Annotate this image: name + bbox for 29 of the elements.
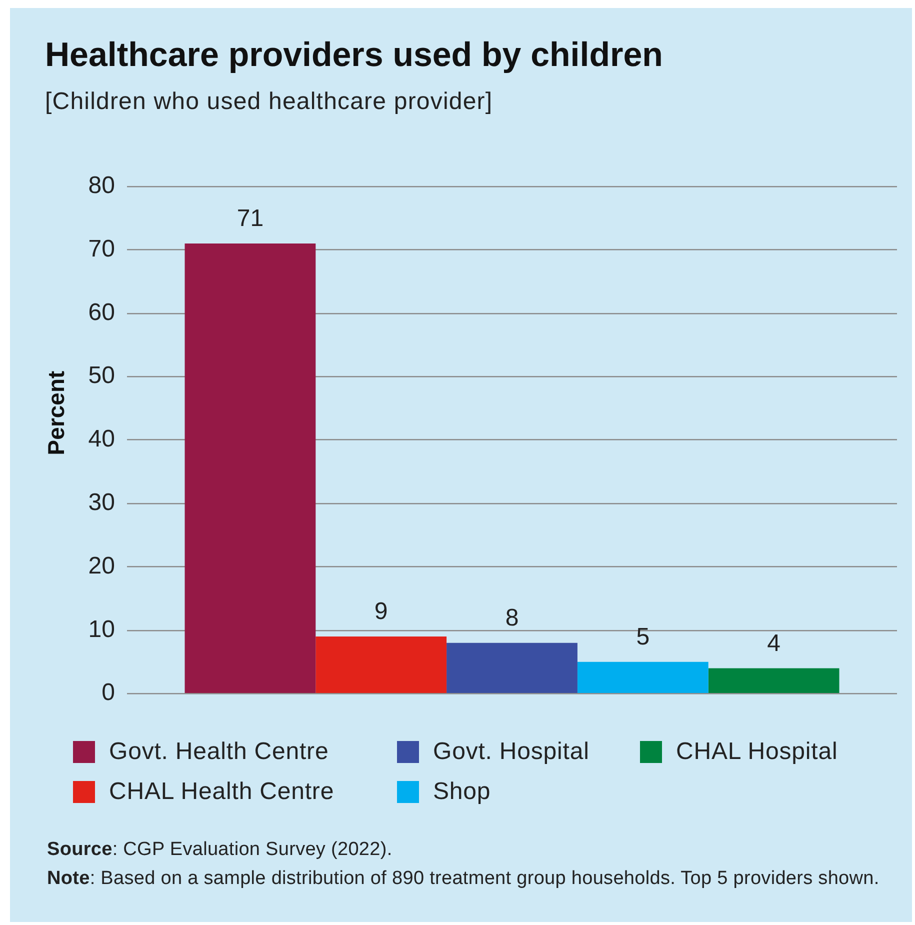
legend-label: CHAL Hospital <box>676 738 838 766</box>
chart-subtitle: [Children who used healthcare provider] <box>45 88 493 116</box>
y-tick-label: 20 <box>88 552 115 580</box>
y-tick-label: 40 <box>88 426 115 453</box>
legend-label: Govt. Health Centre <box>109 738 329 766</box>
bar <box>577 662 708 693</box>
y-tick-label: 60 <box>88 298 115 326</box>
legend-label: Govt. Hospital <box>433 738 590 766</box>
chart-title: Healthcare providers used by children <box>45 35 663 75</box>
y-tick-label: 70 <box>88 235 115 262</box>
legend-label: CHAL Health Centre <box>109 778 334 806</box>
y-tick-label: 30 <box>88 489 115 516</box>
data-label: 8 <box>505 604 519 632</box>
y-tick-label: 10 <box>88 616 115 643</box>
bar <box>708 668 840 693</box>
data-label: 71 <box>236 205 264 232</box>
data-label: 4 <box>767 630 780 657</box>
data-label: 9 <box>374 598 388 626</box>
bar <box>184 243 316 693</box>
text: Note: Based on a sample distribution of 890 treatment group households. Top 5 providers shown. <box>47 867 880 891</box>
source-note: Source: CGP Evaluation Survey (2022). <box>47 838 394 862</box>
data-label: 5 <box>636 624 650 651</box>
y-tick-label: 50 <box>88 362 115 390</box>
bar <box>446 642 578 693</box>
y-tick-label: 80 <box>88 172 115 200</box>
bar <box>316 636 447 693</box>
y-axis-title: Percent <box>43 370 69 456</box>
y-tick-label: 0 <box>102 679 115 706</box>
legend-label: Shop <box>433 778 491 806</box>
